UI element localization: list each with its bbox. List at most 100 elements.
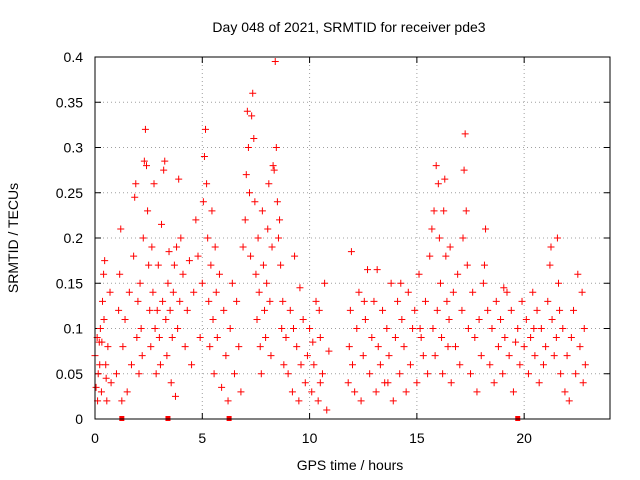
data-point: [150, 180, 158, 188]
data-point: [131, 193, 139, 201]
data-point: [137, 325, 145, 332]
data-point: [243, 107, 251, 115]
data-point: [400, 343, 408, 351]
data-point: [574, 270, 582, 278]
data-point: [424, 370, 432, 378]
data-point: [464, 325, 472, 332]
data-point: [567, 334, 575, 342]
data-point: [581, 361, 589, 369]
data-point: [449, 288, 457, 296]
data-point: [198, 279, 206, 287]
data-point: [194, 252, 202, 260]
data-point: [101, 257, 109, 265]
data-point: [162, 315, 170, 323]
data-point: [188, 361, 196, 369]
data-point: [436, 279, 444, 287]
data-point: [553, 234, 561, 242]
data-point: [561, 388, 569, 396]
data-point: [533, 306, 541, 314]
data-point: [148, 243, 156, 251]
data-point: [434, 180, 442, 188]
data-point: [477, 352, 485, 360]
data-point: [257, 370, 265, 378]
data-point: [488, 325, 496, 332]
data-points: [91, 58, 589, 421]
data-point: [384, 379, 392, 387]
data-point: [494, 343, 502, 351]
data-point: [169, 288, 177, 296]
data-point: [303, 352, 311, 360]
data-point: [204, 234, 212, 242]
data-point: [323, 406, 331, 414]
data-point: [212, 288, 220, 296]
data-point: [106, 288, 114, 296]
data-point: [505, 352, 513, 360]
data-point: [133, 334, 141, 342]
data-point: [492, 297, 500, 305]
y-tick-label: 0: [75, 411, 83, 427]
data-point: [344, 379, 352, 387]
data-point: [391, 334, 399, 342]
data-point: [183, 306, 191, 314]
data-point: [276, 216, 284, 224]
data-point: [96, 361, 104, 369]
data-point: [140, 157, 148, 165]
data-point: [325, 347, 333, 355]
data-point: [235, 343, 243, 351]
data-point: [443, 297, 451, 305]
x-axis-label: GPS time / hours: [297, 457, 404, 473]
data-point: [271, 58, 279, 66]
data-point: [102, 374, 110, 382]
data-point: [372, 388, 380, 396]
data-point: [163, 352, 171, 360]
data-point: [379, 306, 387, 314]
data-point: [473, 388, 481, 396]
data-point: [389, 397, 397, 405]
x-tick-label: 15: [409, 430, 425, 446]
data-point: [373, 266, 381, 274]
data-point: [346, 306, 354, 314]
data-point: [469, 288, 477, 296]
data-point: [479, 279, 487, 287]
data-point: [447, 379, 455, 387]
data-point: [529, 288, 537, 296]
data-point: [268, 243, 276, 251]
y-tick-label: 0.1: [64, 321, 84, 337]
data-point: [115, 306, 123, 314]
data-point: [527, 334, 535, 342]
data-point: [316, 379, 324, 387]
data-point: [578, 288, 586, 296]
data-point: [454, 270, 462, 278]
data-point: [309, 338, 317, 346]
data-point: [125, 288, 133, 296]
data-point: [134, 297, 142, 305]
data-point: [404, 288, 412, 296]
data-point: [440, 207, 448, 215]
data-point: [312, 297, 320, 305]
data-point: [207, 261, 215, 269]
data-point: [242, 171, 250, 179]
data-point: [535, 379, 543, 387]
data-point: [158, 220, 166, 228]
x-tick-label: 10: [302, 430, 318, 446]
data-point: [181, 343, 189, 351]
data-point: [421, 297, 429, 305]
data-point: [160, 166, 168, 174]
data-point: [166, 306, 174, 314]
data-point: [248, 112, 256, 120]
data-point: [355, 288, 363, 296]
data-point: [273, 198, 281, 206]
data-point: [441, 175, 449, 183]
data-point: [497, 315, 505, 323]
data-point: [439, 370, 447, 378]
data-point: [253, 315, 261, 323]
data-point: [192, 216, 200, 224]
data-point: [261, 306, 269, 314]
data-point: [258, 207, 266, 215]
data-point: [265, 180, 273, 188]
data-point: [359, 352, 367, 360]
y-tick-label: 0.05: [56, 366, 83, 382]
data-point: [301, 379, 309, 387]
data-point: [518, 297, 526, 305]
